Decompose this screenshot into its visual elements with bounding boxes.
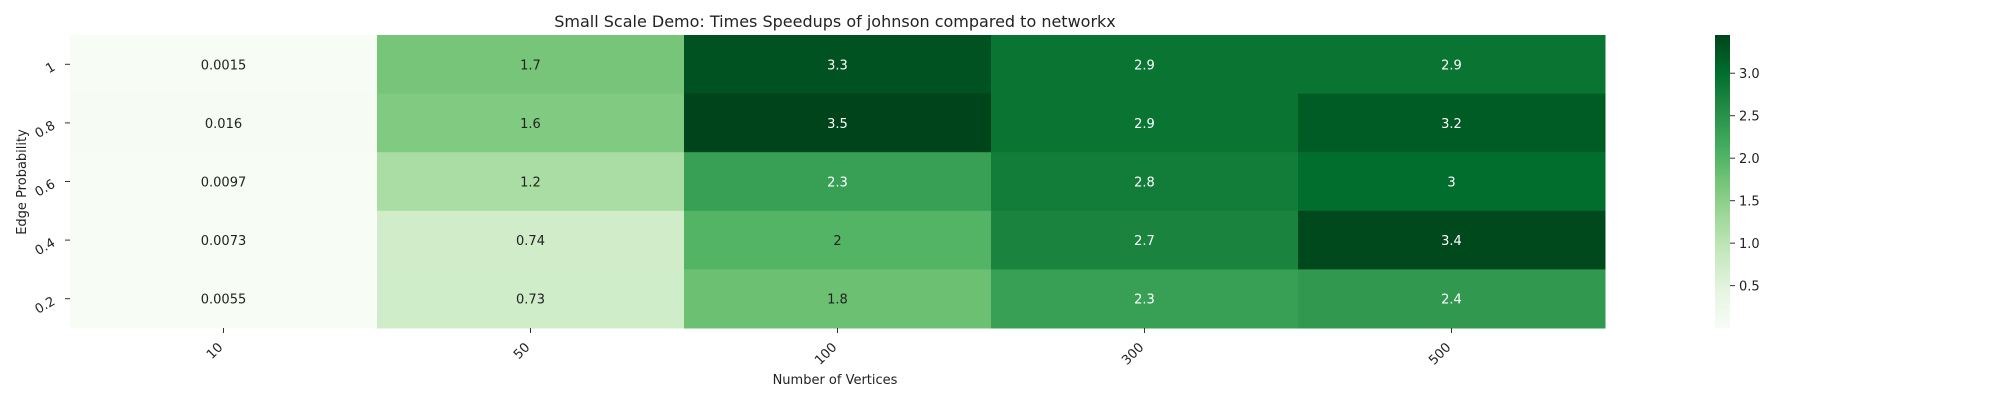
heatmap-cell	[684, 152, 992, 212]
heatmap-cell	[1298, 210, 1606, 270]
x-tick-label: 50	[511, 340, 533, 362]
heatmap-cell	[991, 269, 1299, 329]
heatmap-cell	[1298, 93, 1606, 153]
y-tick-label: 0.2	[33, 294, 58, 317]
heatmap-cell-label: 2.8	[1134, 176, 1155, 191]
colorbar-tick-label: 1.5	[1739, 195, 1760, 210]
heatmap-cell	[70, 152, 378, 212]
heatmap-cell-label: 0.0055	[201, 293, 247, 308]
colorbar-tick-label: 3.0	[1739, 67, 1760, 82]
heatmap-cell-label: 2.9	[1441, 58, 1462, 73]
x-axis-label: Number of Vertices	[773, 373, 898, 388]
heatmap-cell	[377, 152, 685, 212]
colorbar	[1715, 35, 1730, 328]
y-axis-label: Edge Probability	[15, 129, 30, 235]
heatmap-cell-label: 1.6	[520, 117, 541, 132]
heatmap-cell	[1298, 152, 1606, 212]
heatmap-cell	[377, 35, 685, 95]
heatmap-cell-label: 3	[1447, 176, 1455, 191]
heatmap-cell	[70, 269, 378, 329]
heatmap-cell	[684, 35, 992, 95]
heatmap-cell-label: 3.4	[1441, 234, 1462, 249]
heatmap-cell	[991, 35, 1299, 95]
heatmap-cells	[70, 35, 1606, 329]
heatmap-cell-label: 2	[833, 234, 841, 249]
heatmap-cell-label: 0.0097	[201, 176, 247, 191]
heatmap-cell-label: 3.3	[827, 58, 848, 73]
heatmap-cell-label: 0.74	[516, 234, 545, 249]
y-axis-ticks: 1 0.8 0.6 0.4 0.2	[33, 60, 70, 318]
x-axis-ticks: 10 50 100 300 500	[204, 328, 1454, 368]
heatmap-cell	[70, 210, 378, 270]
x-tick-label: 100	[812, 340, 840, 368]
heatmap-cell	[70, 93, 378, 153]
heatmap-cell-label: 2.3	[1134, 293, 1155, 308]
y-tick-label: 0.6	[33, 177, 58, 200]
heatmap-cell-label: 1.8	[827, 293, 848, 308]
heatmap-cell	[70, 35, 378, 95]
heatmap-cell	[991, 210, 1299, 270]
heatmap-cell-label: 2.3	[827, 176, 848, 191]
heatmap-cell-label: 2.7	[1134, 234, 1155, 249]
x-tick-label: 10	[204, 340, 226, 362]
heatmap-cell	[684, 210, 992, 270]
x-tick-label: 500	[1426, 340, 1454, 368]
heatmap-cell-label: 0.016	[205, 117, 242, 132]
heatmap-cell-label: 2.4	[1441, 293, 1462, 308]
y-tick-label: 0.4	[33, 236, 58, 259]
y-tick-label: 1	[43, 60, 58, 77]
colorbar-ticks: 0.5 1.0 1.5 2.0 2.5 3.0	[1730, 67, 1760, 295]
heatmap-cell	[991, 93, 1299, 153]
heatmap-cell	[684, 93, 992, 153]
heatmap-cell	[377, 93, 685, 153]
heatmap-cell	[991, 152, 1299, 212]
heatmap-cell	[1298, 269, 1606, 329]
heatmap-cell	[377, 269, 685, 329]
colorbar-tick-label: 1.0	[1739, 237, 1760, 252]
chart-title: Small Scale Demo: Times Speedups of john…	[554, 12, 1116, 31]
heatmap-cell-label: 1.2	[520, 176, 541, 191]
colorbar-tick-label: 2.5	[1739, 110, 1760, 125]
heatmap-cell-label: 3.2	[1441, 117, 1462, 132]
heatmap-cell-label: 2.9	[1134, 58, 1155, 73]
heatmap-cell-label: 2.9	[1134, 117, 1155, 132]
colorbar-tick-label: 2.0	[1739, 152, 1760, 167]
heatmap-cell-label: 0.0015	[201, 58, 247, 73]
heatmap-cell-label: 1.7	[520, 58, 541, 73]
heatmap-cell	[684, 269, 992, 329]
heatmap-cell-label: 0.73	[516, 293, 545, 308]
heatmap-cell-labels: 0.0015 1.7 3.3 2.9 2.9 0.016 1.6 3.5 2.9 3.2 0.009…	[201, 58, 1462, 307]
colorbar-tick-label: 0.5	[1739, 280, 1760, 295]
heatmap-cell	[1298, 35, 1606, 95]
heatmap-cell-label: 3.5	[827, 117, 848, 132]
y-tick-label: 0.8	[33, 118, 58, 141]
heatmap-cell-label: 0.0073	[201, 234, 247, 249]
x-tick-label: 300	[1119, 340, 1147, 368]
heatmap-cell	[377, 210, 685, 270]
